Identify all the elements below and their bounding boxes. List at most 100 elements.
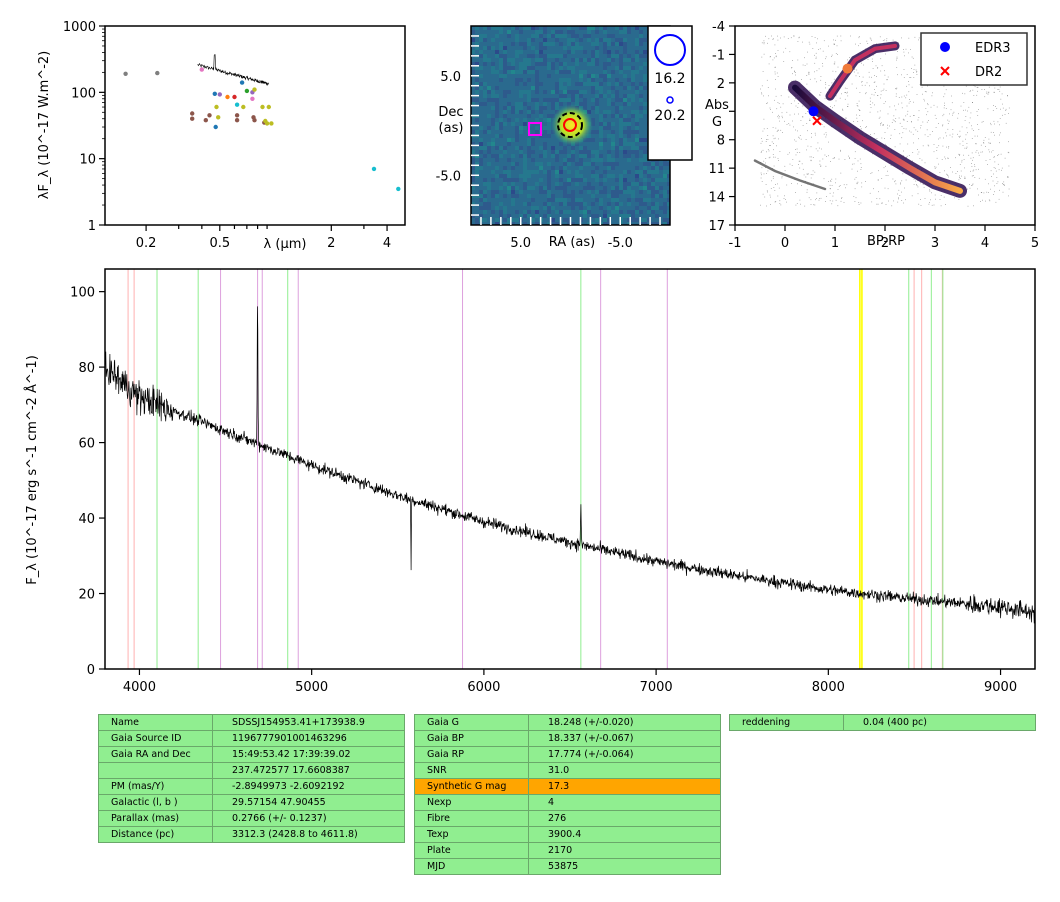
cmd-field-star xyxy=(835,71,837,73)
cmd-field-star xyxy=(912,152,914,153)
image-pixel xyxy=(539,82,543,86)
image-pixel xyxy=(519,110,523,114)
cmd-field-star xyxy=(783,61,785,62)
image-pixel xyxy=(559,214,563,218)
image-pixel xyxy=(643,110,647,114)
image-pixel xyxy=(635,154,639,158)
cmd-field-star xyxy=(911,86,913,88)
cmd-field-star xyxy=(791,67,793,68)
image-pixel xyxy=(595,134,599,138)
cmd-field-star xyxy=(867,59,869,60)
image-pixel xyxy=(567,70,571,74)
cmd-field-star xyxy=(865,181,866,182)
cmd-field-star xyxy=(855,75,857,77)
cmd-field-star xyxy=(840,149,841,151)
cmd-field-star xyxy=(794,139,795,141)
image-pixel xyxy=(655,206,659,210)
table-row: Texp 3900.4 xyxy=(414,826,721,843)
image-pixel xyxy=(599,34,603,38)
image-pixel xyxy=(511,182,515,186)
image-pixel xyxy=(487,206,491,210)
table-value: SDSSJ154953.41+173938.9 xyxy=(212,714,405,731)
cmd-field-star xyxy=(819,160,821,162)
cmd-field-star xyxy=(885,204,887,205)
image-pixel xyxy=(611,86,615,90)
cmd-field-star xyxy=(998,154,1000,156)
cmd-field-star xyxy=(798,36,800,38)
image-pixel xyxy=(531,166,535,170)
cmd-field-star xyxy=(887,127,889,129)
image-pixel xyxy=(547,106,551,110)
image-pixel xyxy=(619,182,623,186)
image-pixel xyxy=(607,182,611,186)
image-pixel xyxy=(551,190,555,194)
cmd-field-star xyxy=(968,106,970,108)
image-pixel xyxy=(631,98,635,102)
image-pixel xyxy=(591,138,595,142)
image-pixel xyxy=(487,182,491,186)
cmd-field-star xyxy=(820,79,822,81)
cmd-field-star xyxy=(761,150,762,152)
image-pixel xyxy=(515,182,519,186)
image-pixel xyxy=(583,170,587,174)
image-pixel xyxy=(527,62,531,66)
cmd-field-star xyxy=(1000,153,1002,155)
sed-point xyxy=(217,92,222,97)
cmd-field-star xyxy=(918,138,919,140)
cmd-field-star xyxy=(884,138,885,139)
image-pixel xyxy=(583,50,587,54)
image-pixel xyxy=(523,186,527,190)
image-pixel xyxy=(599,170,603,174)
image-pixel xyxy=(575,102,579,106)
cmd-field-star xyxy=(838,186,840,187)
image-pixel xyxy=(503,190,507,194)
image-pixel xyxy=(587,198,591,202)
cmd-field-star xyxy=(778,138,779,140)
cmd-field-star xyxy=(903,77,905,78)
image-pixel xyxy=(487,222,491,225)
image-pixel xyxy=(507,134,511,138)
image-pixel xyxy=(511,118,515,122)
cmd-field-star xyxy=(905,115,907,117)
cmd-field-star xyxy=(806,191,808,193)
image-pixel xyxy=(571,54,575,58)
image-pixel xyxy=(611,146,615,150)
image-pixel xyxy=(663,194,667,198)
image-pixel xyxy=(523,66,527,70)
image-pixel xyxy=(543,214,547,218)
cmd-field-star xyxy=(908,91,910,93)
cmd-field-star xyxy=(939,199,941,200)
cmd-field-star xyxy=(880,124,881,126)
image-pixel xyxy=(623,78,627,82)
image-pixel xyxy=(615,70,619,74)
image-pixel xyxy=(583,58,587,62)
cmd-field-star xyxy=(778,187,780,189)
cmd-field-star xyxy=(924,162,926,164)
image-pixel xyxy=(523,150,527,154)
cmd-field-star xyxy=(978,109,979,110)
image-pixel xyxy=(623,74,627,78)
image-pixel xyxy=(579,70,583,74)
image-pixel xyxy=(531,162,535,166)
spectrum-ytick-label: 100 xyxy=(70,286,95,301)
cmd-field-star xyxy=(834,63,836,65)
cmd-field-star xyxy=(760,88,761,90)
image-pixel xyxy=(507,58,511,62)
image-pixel xyxy=(503,42,507,46)
image-pixel xyxy=(515,66,519,70)
cmd-field-star xyxy=(916,74,918,75)
image-pixel xyxy=(495,210,499,214)
image-pixel xyxy=(607,42,611,46)
table-key: Gaia BP xyxy=(414,730,529,747)
cmd-field-star xyxy=(772,59,774,61)
cmd-field-star xyxy=(777,183,778,185)
image-pixel xyxy=(511,222,515,225)
cmd-field-star xyxy=(877,95,879,96)
cmd-field-star xyxy=(817,38,818,40)
cmd-field-star xyxy=(869,85,870,87)
cmd-field-star xyxy=(880,123,881,124)
image-pixel xyxy=(507,178,511,182)
cmd-field-star xyxy=(894,180,896,182)
cmd-field-star xyxy=(903,95,905,97)
cmd-field-star xyxy=(906,155,908,157)
